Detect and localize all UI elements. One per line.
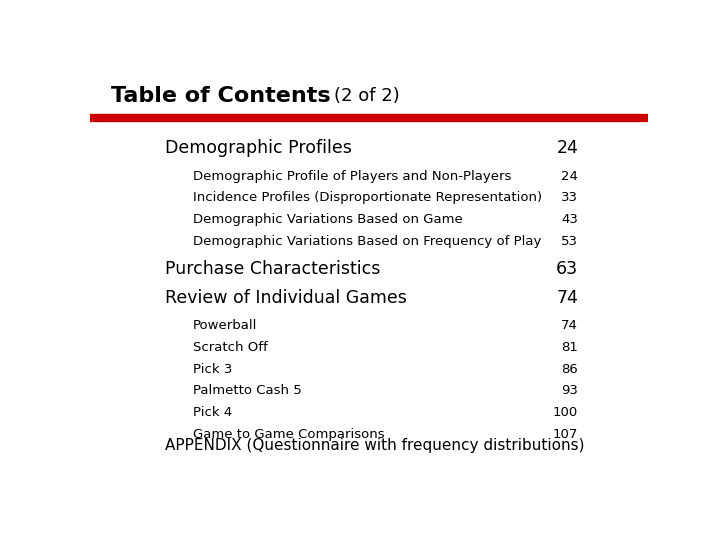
Text: Palmetto Cash 5: Palmetto Cash 5 — [193, 384, 302, 397]
Text: Pick 4: Pick 4 — [193, 406, 233, 419]
Text: 93: 93 — [562, 384, 578, 397]
Text: 33: 33 — [562, 191, 578, 204]
Text: 86: 86 — [562, 363, 578, 376]
Text: 107: 107 — [553, 428, 578, 441]
Text: Demographic Profile of Players and Non-Players: Demographic Profile of Players and Non-P… — [193, 170, 512, 183]
Text: 43: 43 — [562, 213, 578, 226]
Text: Demographic Profiles: Demographic Profiles — [166, 139, 352, 157]
Text: 74: 74 — [557, 289, 578, 307]
Text: Demographic Variations Based on Frequency of Play: Demographic Variations Based on Frequenc… — [193, 234, 541, 248]
Text: (2 of 2): (2 of 2) — [334, 87, 400, 105]
Text: 100: 100 — [553, 406, 578, 419]
Text: Pick 3: Pick 3 — [193, 363, 233, 376]
Text: Purchase Characteristics: Purchase Characteristics — [166, 260, 381, 279]
Text: Demographic Variations Based on Game: Demographic Variations Based on Game — [193, 213, 463, 226]
Text: Scratch Off: Scratch Off — [193, 341, 268, 354]
Text: Game to Game Comparisons: Game to Game Comparisons — [193, 428, 385, 441]
Text: APPENDIX (Questionnaire with frequency distributions): APPENDIX (Questionnaire with frequency d… — [166, 438, 585, 453]
Text: Review of Individual Games: Review of Individual Games — [166, 289, 408, 307]
Text: 63: 63 — [556, 260, 578, 279]
Text: 81: 81 — [562, 341, 578, 354]
Text: Powerball: Powerball — [193, 320, 258, 333]
Text: Table of Contents: Table of Contents — [112, 86, 331, 106]
Text: 24: 24 — [562, 170, 578, 183]
Text: 24: 24 — [557, 139, 578, 157]
Text: 74: 74 — [562, 320, 578, 333]
Text: 53: 53 — [562, 234, 578, 248]
Text: Incidence Profiles (Disproportionate Representation): Incidence Profiles (Disproportionate Rep… — [193, 191, 542, 204]
